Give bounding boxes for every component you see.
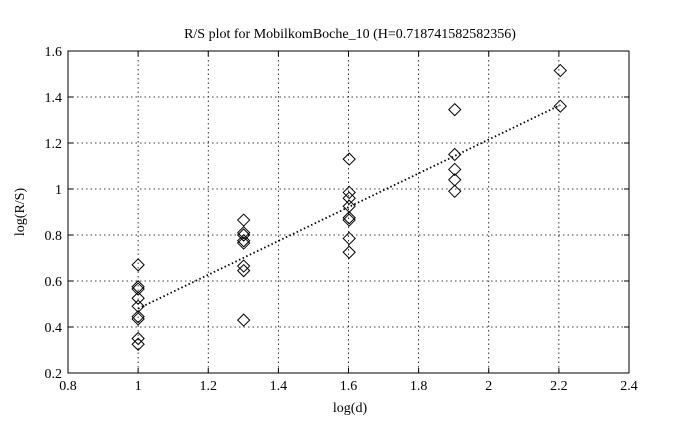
y-tick-label: 1.4 xyxy=(45,91,63,106)
data-point xyxy=(342,213,356,227)
y-axis-label: log(R/S) xyxy=(13,188,28,237)
y-tick-label: 1.2 xyxy=(45,137,63,152)
x-tick-label: 2.2 xyxy=(550,379,568,394)
fit-line xyxy=(137,104,561,310)
data-point xyxy=(448,147,462,162)
axis-ticks: 0.8 1 1.2 1.4 1.6 1.8 2 2.2 2.4 0.2 0.4 0.6 0.8 1 1.2 1… xyxy=(45,45,638,394)
data-point xyxy=(236,313,251,327)
data-point xyxy=(448,162,462,177)
data-point xyxy=(236,263,251,278)
data-point xyxy=(236,236,251,250)
data-point xyxy=(131,309,145,324)
data-point xyxy=(236,228,251,242)
data-point xyxy=(131,258,145,272)
y-tick-label: 0.4 xyxy=(45,321,63,336)
data-point xyxy=(342,191,356,205)
y-tick-label: 0.2 xyxy=(45,367,63,382)
x-tick-label: 1.4 xyxy=(270,379,288,394)
y-tick-label: 0.6 xyxy=(45,275,63,290)
data-point xyxy=(131,282,145,296)
data-point xyxy=(342,211,356,225)
data-point xyxy=(236,259,251,273)
x-tick-label: 1.2 xyxy=(200,379,218,394)
data-point xyxy=(236,213,251,227)
data-point xyxy=(342,245,356,259)
x-tick-label: 1 xyxy=(135,379,142,394)
x-tick-label: 1.6 xyxy=(340,379,358,394)
x-axis-label: log(d) xyxy=(333,401,368,416)
y-tick-label: 1 xyxy=(55,183,62,198)
data-point xyxy=(342,199,356,213)
chart-title: R/S plot for MobilkomBoche_10 (H=0.71874… xyxy=(184,27,516,42)
data-point xyxy=(131,337,145,351)
data-point xyxy=(553,99,567,113)
x-tick-label: 0.8 xyxy=(59,379,77,394)
data-point xyxy=(131,312,145,326)
data-point xyxy=(342,231,356,246)
y-tick-label: 1.6 xyxy=(45,45,63,60)
data-point xyxy=(553,63,567,78)
data-point xyxy=(131,331,145,346)
data-point xyxy=(131,291,145,305)
fit-line-group xyxy=(137,104,561,310)
x-tick-label: 2 xyxy=(485,379,492,394)
grid-lines xyxy=(68,51,629,373)
data-point xyxy=(448,102,462,117)
data-point xyxy=(448,184,462,199)
data-points xyxy=(131,63,567,351)
data-point xyxy=(236,225,251,240)
data-point xyxy=(342,185,356,200)
data-point xyxy=(342,152,356,166)
data-point xyxy=(236,234,251,248)
x-tick-label: 1.8 xyxy=(410,379,428,394)
x-tick-label: 2.4 xyxy=(620,379,638,394)
y-tick-label: 0.8 xyxy=(45,229,63,244)
